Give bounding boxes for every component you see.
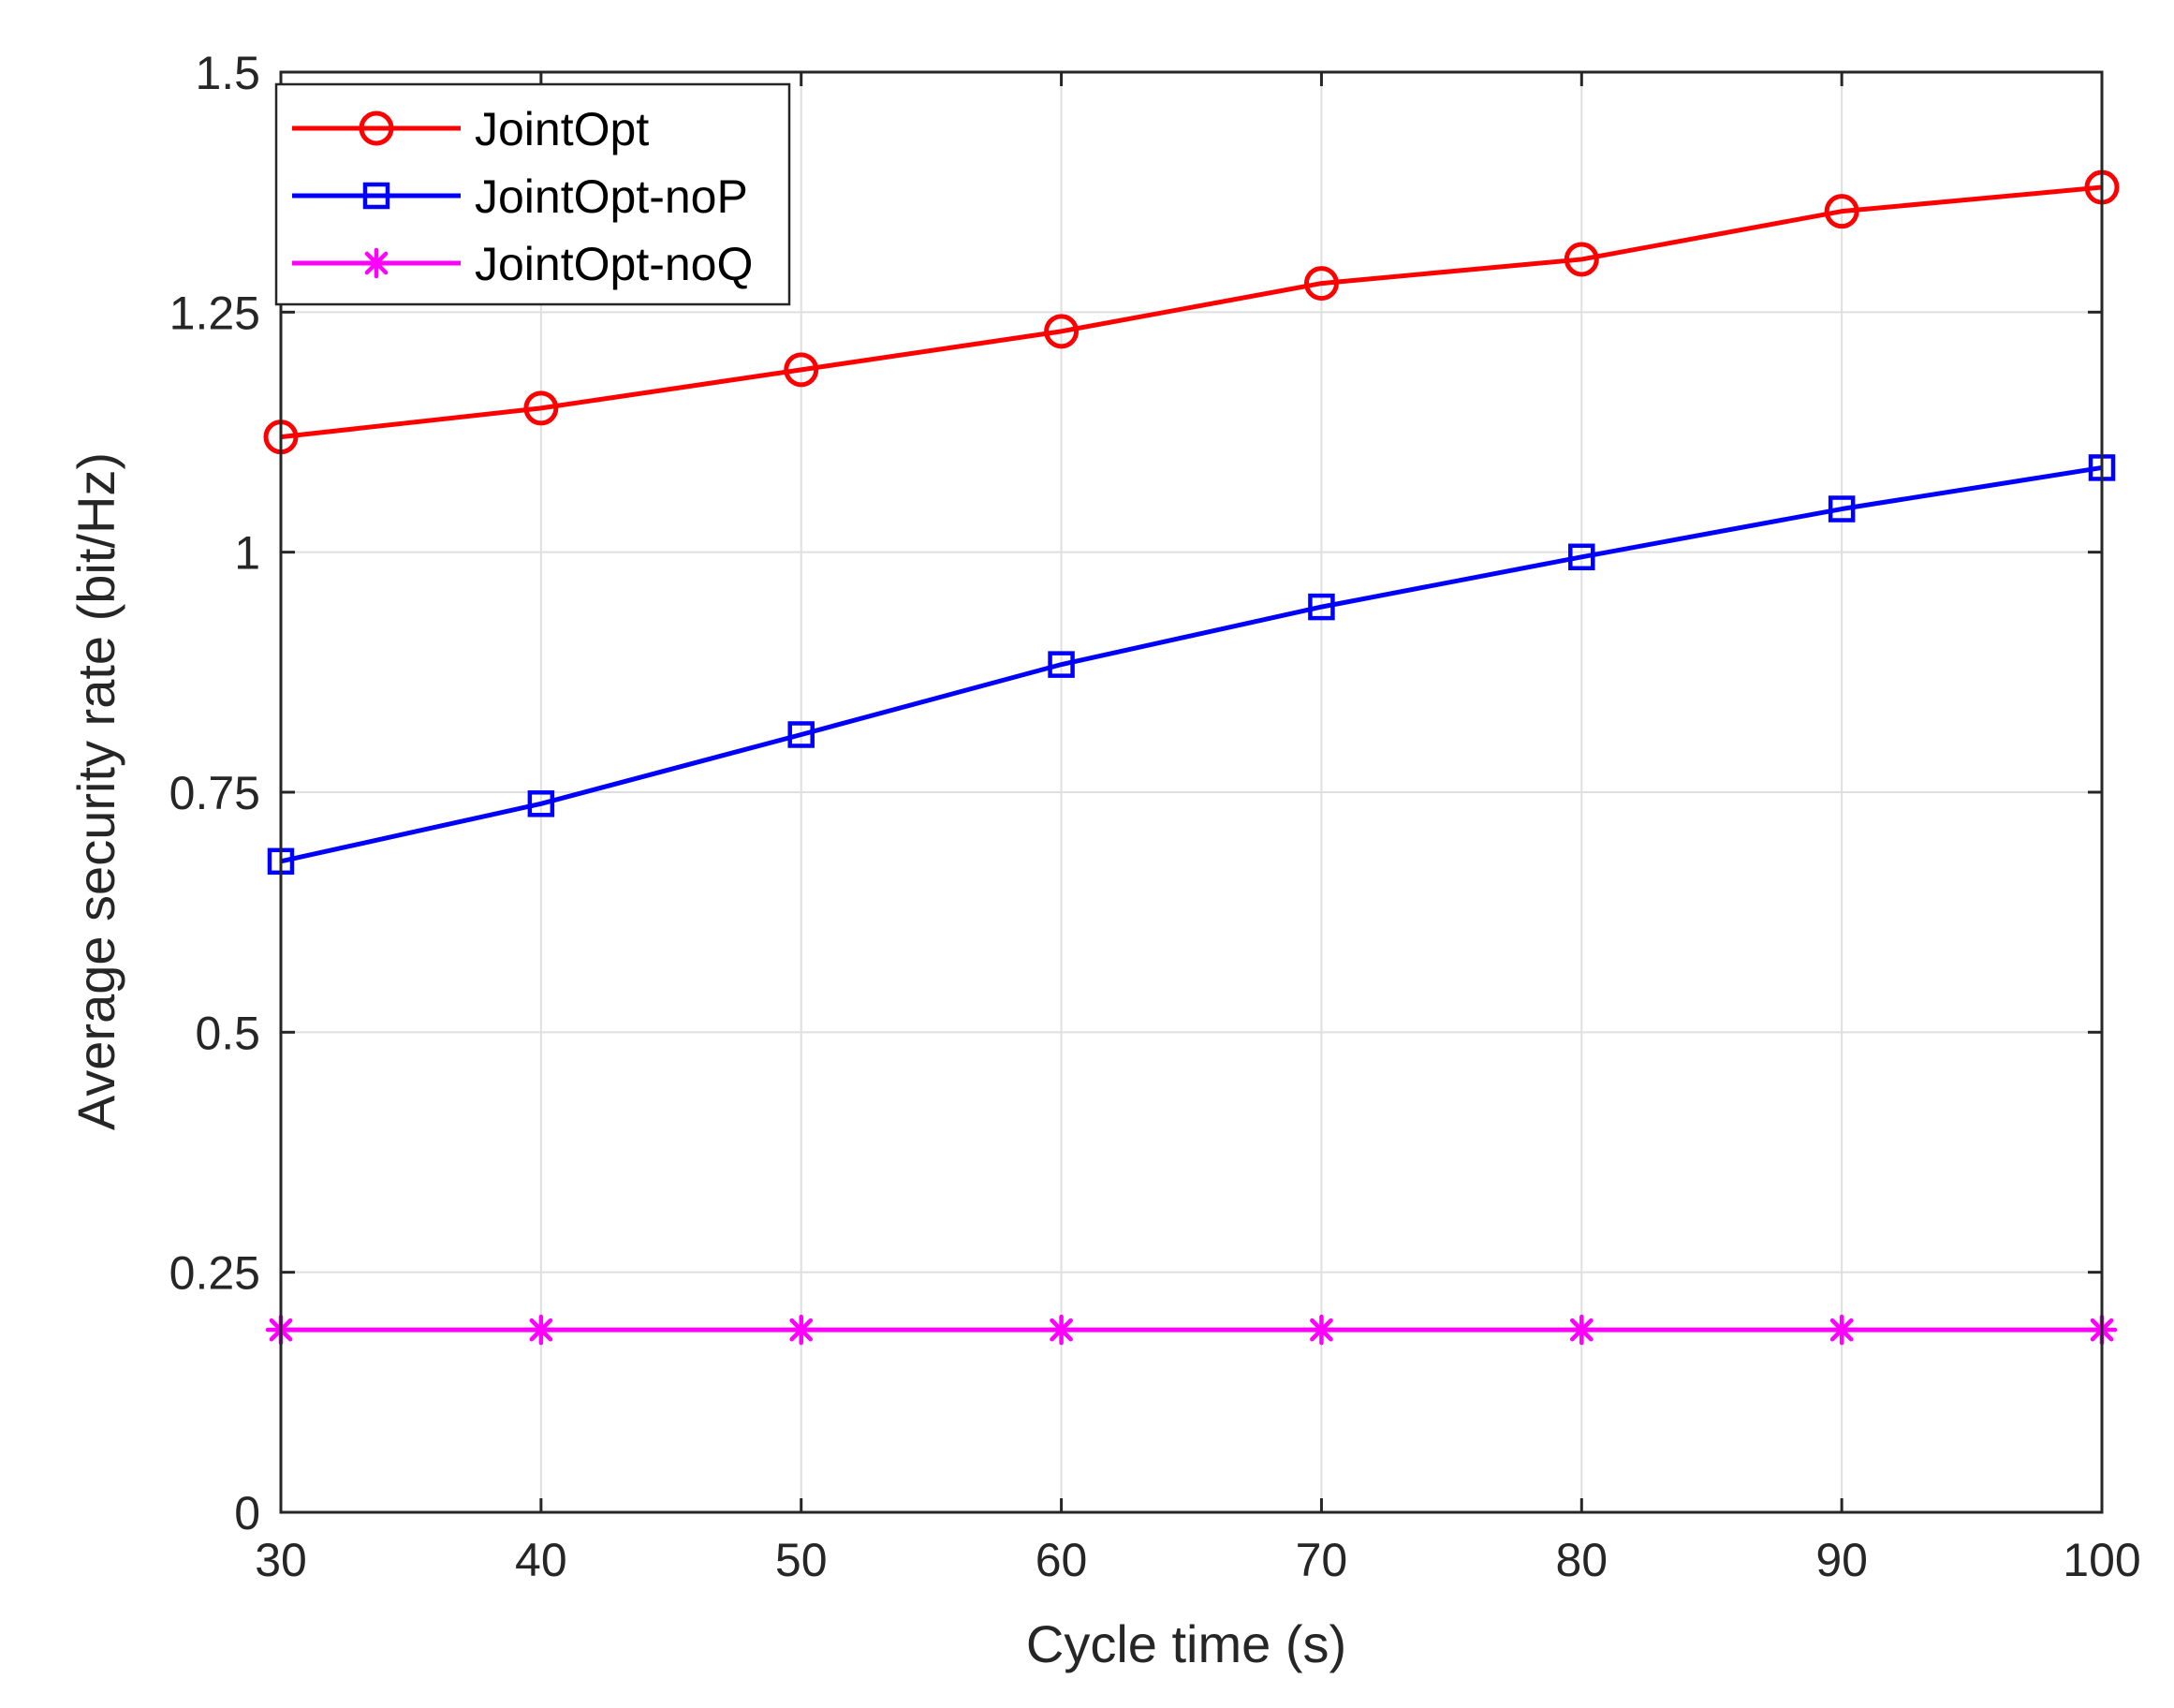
series-jointopt-nop: [267, 454, 2116, 876]
series-line: [280, 184, 2103, 440]
data-point: [1303, 266, 1339, 302]
x-tick-label: 50: [775, 1534, 828, 1586]
y-tick-label: 0.5: [195, 1007, 260, 1059]
data-point: [1044, 314, 1080, 349]
y-tick-label: 0.75: [169, 767, 260, 819]
legend-entry: JointOpt-noP: [292, 170, 748, 223]
data-point: [1566, 1314, 1597, 1346]
data-point: [1828, 495, 1856, 523]
data-point: [527, 790, 555, 817]
data-point: [1308, 593, 1335, 621]
data-point: [1046, 1314, 1077, 1346]
legend-label: JointOpt: [475, 103, 649, 155]
data-point: [787, 721, 815, 748]
x-axis-title: Cycle time (s): [1026, 1614, 1346, 1673]
data-point: [1048, 651, 1075, 678]
y-tick-label: 1: [234, 527, 260, 580]
data-point: [784, 352, 819, 388]
legend-label: JointOpt-noP: [475, 170, 748, 223]
data-point: [786, 1314, 816, 1346]
legend-entry: JointOpt: [292, 103, 649, 155]
series-line: [280, 464, 2103, 864]
legend-marker: [362, 182, 390, 210]
axes: 30 40 50 60 70 80 90 100 0 0.25 0.5 0.75 1 1.25 1.5: [169, 47, 2141, 1586]
y-axis-title: Average security rate (bit/Hz): [66, 452, 125, 1130]
x-tick-label: 90: [1815, 1534, 1868, 1586]
x-tick-label: 60: [1036, 1534, 1088, 1586]
x-tick-label: 80: [1555, 1534, 1608, 1586]
legend-marker: [360, 247, 392, 279]
y-tick-label: 1.5: [195, 47, 260, 99]
legend-entry: JointOpt-noQ: [292, 238, 753, 290]
data-point: [1824, 194, 1859, 229]
legend-marker: [359, 110, 394, 146]
data-point: [1568, 543, 1595, 571]
data-point: [523, 390, 559, 426]
y-tick-label: 0.25: [169, 1247, 260, 1300]
x-tick-label: 100: [2063, 1534, 2140, 1586]
data-point: [525, 1314, 557, 1346]
legend: JointOpt JointOpt-noP JointOpt-noQ: [274, 82, 791, 306]
legend-label: JointOpt-noQ: [475, 238, 753, 290]
data-point: [1826, 1314, 1858, 1346]
x-tick-label: 70: [1296, 1534, 1348, 1586]
data-point: [1306, 1314, 1337, 1346]
data-point: [1564, 242, 1599, 277]
x-tick-label: 40: [515, 1534, 567, 1586]
x-tick-label: 30: [255, 1534, 307, 1586]
y-tick-label: 0: [234, 1487, 260, 1539]
y-tick-label: 1.25: [169, 287, 260, 339]
